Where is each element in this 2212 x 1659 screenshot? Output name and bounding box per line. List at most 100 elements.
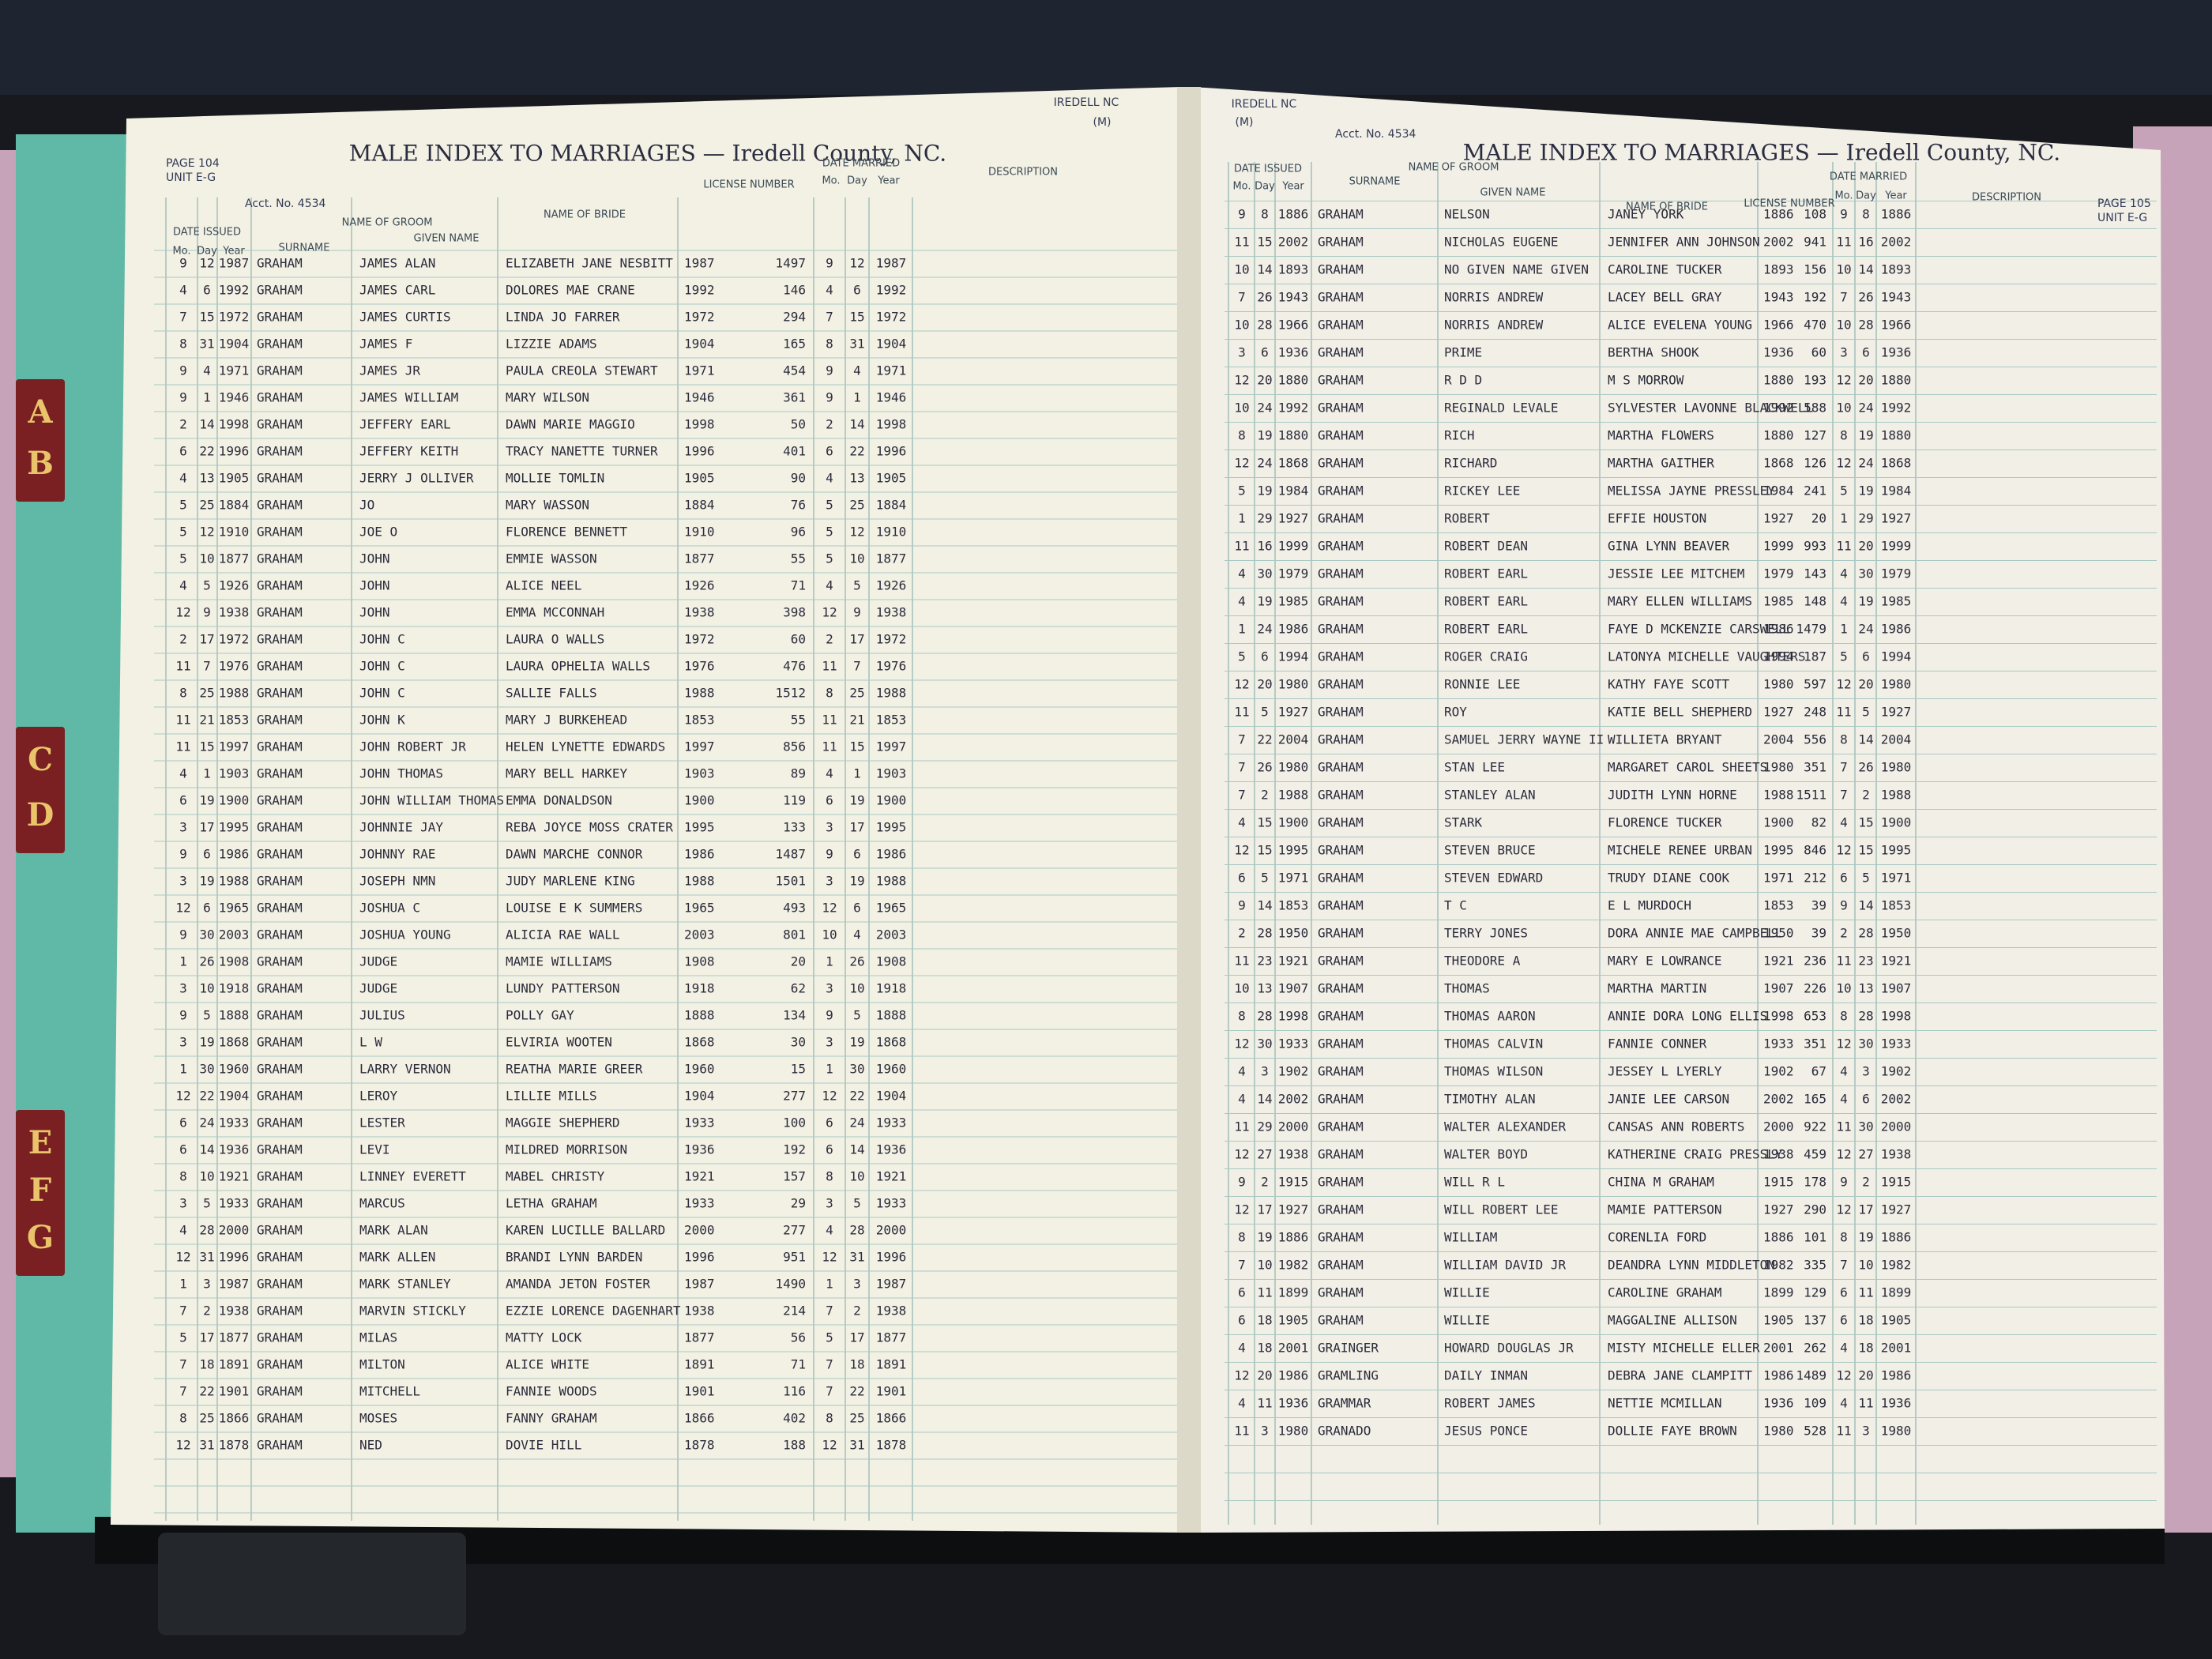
- ledger-cell: 1995: [1278, 843, 1309, 858]
- ledger-cell: 2003: [876, 927, 907, 942]
- ledger-cell: 6: [1238, 1285, 1246, 1300]
- ledger-cell: 19: [1858, 428, 1873, 443]
- ledger-cell: 1946: [684, 390, 715, 405]
- ledger-cell: 1965: [684, 901, 715, 916]
- ledger-cell: 22: [199, 1384, 214, 1399]
- ledger-cell: MAMIE PATTERSON: [1608, 1202, 1722, 1217]
- ledger-cell: 26: [849, 954, 864, 969]
- ledger-cell: 1986: [219, 847, 250, 862]
- ledger-cell: 109: [1804, 1396, 1826, 1411]
- ledger-cell: MARY E LOWRANCE: [1608, 954, 1722, 969]
- ledger-cell: 1886: [1763, 207, 1794, 222]
- ledger-cell: 14: [849, 1142, 864, 1157]
- column-header: LICENSE NUMBER: [703, 179, 794, 191]
- ledger-cell: FLORENCE BENNETT: [506, 525, 627, 540]
- ledger-cell: 24: [1858, 622, 1873, 637]
- ledger-cell: 1853: [1881, 898, 1912, 913]
- ledger-cell: 1866: [219, 1411, 250, 1426]
- ledger-cell: 1997: [219, 739, 250, 754]
- ledger-cell: JERRY J OLLIVER: [359, 471, 474, 486]
- ledger-cell: 4: [1238, 1092, 1246, 1107]
- ledger-cell: 12: [1836, 373, 1851, 388]
- ledger-cell: GRAHAM: [257, 1089, 303, 1104]
- ledger-cell: 1905: [1881, 1313, 1912, 1328]
- ledger-cell: 1921: [684, 1169, 715, 1184]
- ledger-cell: CORENLIA FORD: [1608, 1230, 1706, 1245]
- ledger-cell: 1487: [775, 847, 806, 862]
- ledger-cell: 1886: [1278, 1230, 1309, 1245]
- ledger-cell: 2000: [1881, 1119, 1912, 1134]
- ledger-cell: 1966: [1881, 318, 1912, 333]
- ledger-cell: JOHNNIE JAY: [359, 820, 443, 835]
- ledger-cell: 3: [1238, 345, 1246, 360]
- ledger-cell: 846: [1804, 843, 1826, 858]
- ledger-cell: GRAHAM: [1318, 401, 1364, 416]
- ledger-cell: 1888: [876, 1008, 907, 1023]
- ledger-cell: 4: [1840, 1064, 1848, 1079]
- ledger-cell: 476: [783, 659, 806, 674]
- column-header: LICENSE NUMBER: [1744, 198, 1834, 210]
- ledger-cell: THOMAS AARON: [1444, 1009, 1536, 1024]
- column-header: Mo.: [1834, 190, 1853, 202]
- ledger-cell: 24: [1858, 401, 1873, 416]
- ledger-cell: GRAHAM: [1318, 788, 1364, 803]
- ledger-cell: 10: [1836, 262, 1851, 277]
- ledger-cell: 10: [199, 1169, 214, 1184]
- ledger-cell: GRAHAM: [257, 310, 303, 325]
- ledger-cell: 3: [853, 1277, 861, 1292]
- ledger-cell: 10: [1858, 1258, 1873, 1273]
- ledger-cell: 1979: [1763, 566, 1794, 581]
- ledger-cell: 133: [783, 820, 806, 835]
- ledger-cell: 7: [826, 1304, 833, 1319]
- ledger-cell: 1984: [1881, 483, 1912, 498]
- column-header: DATE ISSUED: [173, 227, 241, 239]
- ledger-cell: 4: [853, 363, 861, 378]
- ledger-cell: 1936: [1763, 345, 1794, 360]
- ledger-cell: 28: [1858, 926, 1873, 941]
- ledger-cell: GRAHAM: [257, 713, 303, 728]
- ledger-cell: JOHN ROBERT JR: [359, 739, 466, 754]
- ledger-cell: 6: [1261, 345, 1269, 360]
- ledger-cell: MATTY LOCK: [506, 1330, 582, 1345]
- ledger-cell: GRAHAM: [257, 525, 303, 540]
- ledger-cell: JEFFERY KEITH: [359, 444, 458, 459]
- ledger-cell: MISTY MICHELLE ELLER: [1608, 1341, 1760, 1356]
- ledger-cell: 2002: [1763, 235, 1794, 250]
- ledger-cell: 1921: [876, 1169, 907, 1184]
- ledger-cell: 14: [1858, 262, 1873, 277]
- ledger-cell: 1907: [1763, 981, 1794, 996]
- ledger-cell: GRAHAM: [257, 793, 303, 808]
- ledger-cell: 9: [826, 1008, 833, 1023]
- ledger-cell: GRAHAM: [1318, 732, 1364, 747]
- ledger-cell: 1980: [1278, 760, 1309, 775]
- ledger-cell: 6: [853, 901, 861, 916]
- ledger-cell: 1903: [876, 766, 907, 781]
- ledger-cell: 1877: [219, 551, 250, 566]
- ledger-cell: 262: [1804, 1341, 1826, 1356]
- ledger-cell: 1886: [1278, 207, 1309, 222]
- ledger-cell: 1877: [876, 1330, 907, 1345]
- page-header: UNIT E-G: [2097, 212, 2147, 224]
- ledger-cell: 1933: [876, 1115, 907, 1130]
- ledger-cell: 8: [1238, 1009, 1246, 1024]
- ledger-cell: 1927: [1881, 511, 1912, 526]
- ledger-cell: 9: [853, 605, 861, 620]
- ledger-cell: LAURA O WALLS: [506, 632, 604, 647]
- page-header: PAGE 105: [2097, 198, 2151, 210]
- ledger-cell: 1972: [219, 632, 250, 647]
- ledger-cell: JOHN WILLIAM THOMAS: [359, 793, 504, 808]
- ledger-cell: 2: [1261, 1175, 1269, 1190]
- ledger-cell: MOLLIE TOMLIN: [506, 471, 604, 486]
- ledger-cell: 1888: [684, 1008, 715, 1023]
- ledger-cell: 4: [1238, 815, 1246, 830]
- ledger-cell: 116: [783, 1384, 806, 1399]
- ledger-cell: 30: [1858, 1119, 1873, 1134]
- ledger-cell: 7: [853, 659, 861, 674]
- ledger-cell: 39: [1811, 898, 1826, 913]
- ledger-cell: 1905: [876, 471, 907, 486]
- ledger-cell: THOMAS CALVIN: [1444, 1036, 1543, 1051]
- ledger-cell: GRAHAM: [257, 1142, 303, 1157]
- ledger-cell: NED: [359, 1438, 382, 1453]
- ledger-cell: JAMES WILLIAM: [359, 390, 458, 405]
- ledger-cell: 12: [175, 1089, 190, 1104]
